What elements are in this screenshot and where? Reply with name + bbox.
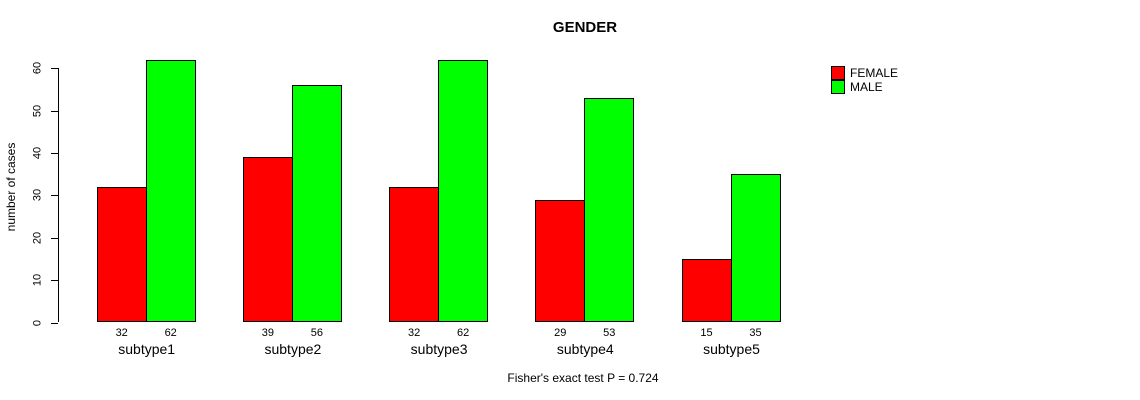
bar-value-label: 32 — [115, 327, 128, 339]
bar-value-label: 53 — [603, 327, 616, 339]
bar-female-subtype3 — [389, 186, 440, 323]
category-label-subtype4: subtype4 — [556, 341, 614, 357]
legend-label: MALE — [850, 80, 883, 94]
bar-male-subtype3 — [438, 59, 489, 323]
y-tick-label: 10 — [31, 274, 44, 287]
y-axis-tick — [51, 110, 58, 112]
bar-male-subtype1 — [145, 59, 196, 323]
bar-value-label: 62 — [164, 327, 177, 339]
bar-value-label: 62 — [456, 327, 470, 339]
bar-value-label: 56 — [310, 327, 324, 339]
y-axis-label: number of cases — [4, 142, 18, 232]
bar-value-label: 29 — [554, 327, 567, 339]
bar-male-subtype5 — [730, 174, 781, 323]
y-axis-tick — [51, 153, 58, 155]
category-label-subtype5: subtype5 — [703, 341, 760, 357]
bar-value-label: 39 — [261, 327, 275, 339]
y-tick-label: 40 — [31, 146, 44, 160]
y-tick-label: 20 — [31, 231, 44, 244]
bar-male-subtype2 — [291, 85, 342, 323]
legend-swatch-female — [831, 66, 845, 80]
bar-female-subtype4 — [535, 199, 586, 323]
category-label-subtype1: subtype1 — [118, 341, 176, 357]
y-tick-label: 0 — [31, 319, 44, 326]
y-axis-line — [58, 68, 59, 323]
category-label-subtype2: subtype2 — [264, 341, 322, 357]
bar-value-label: 15 — [700, 327, 713, 339]
y-axis-tick — [51, 68, 58, 70]
legend-swatch-male — [831, 80, 845, 94]
bar-female-subtype2 — [242, 157, 293, 323]
y-axis-tick — [51, 237, 58, 239]
bar-female-subtype5 — [681, 258, 732, 323]
chart-title: GENDER — [552, 19, 618, 36]
legend-item-female: FEMALE — [831, 66, 898, 80]
legend-label: FEMALE — [850, 66, 899, 80]
y-tick-label: 60 — [31, 62, 44, 75]
bar-value-label: 32 — [407, 327, 421, 339]
legend: FEMALE MALE — [831, 66, 898, 94]
y-tick-label: 30 — [31, 189, 44, 202]
y-axis-tick — [51, 280, 58, 282]
y-tick-label: 50 — [31, 104, 44, 117]
legend-item-male: MALE — [831, 80, 898, 94]
bar-value-label: 35 — [749, 327, 762, 339]
bar-female-subtype1 — [96, 186, 147, 323]
y-axis-tick — [51, 195, 58, 197]
annotation-text: Fisher's exact test P = 0.724 — [507, 371, 659, 385]
bar-male-subtype4 — [584, 97, 635, 323]
y-axis-tick — [51, 322, 58, 324]
category-label-subtype3: subtype3 — [410, 341, 468, 357]
